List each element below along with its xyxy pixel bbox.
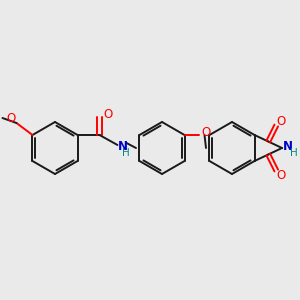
Text: O: O	[277, 115, 286, 128]
Text: N: N	[283, 140, 293, 152]
Text: O: O	[7, 112, 16, 124]
Text: O: O	[201, 125, 210, 139]
Text: O: O	[103, 107, 112, 121]
Text: H: H	[122, 148, 129, 158]
Text: O: O	[277, 169, 286, 182]
Text: N: N	[118, 140, 128, 152]
Text: H: H	[290, 148, 298, 158]
